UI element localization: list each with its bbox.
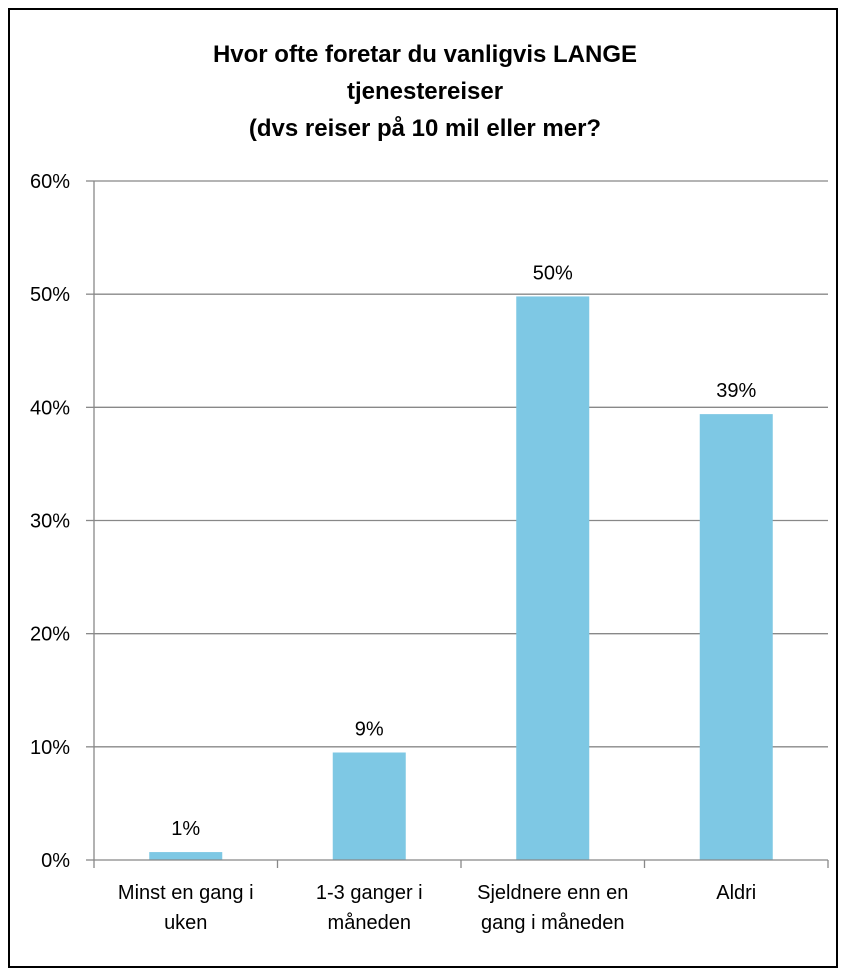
y-tick-label: 10% (30, 737, 70, 759)
chart-frame (8, 8, 838, 968)
data-label: 50% (533, 262, 573, 284)
y-tick-label: 40% (30, 397, 70, 419)
bar (332, 752, 406, 860)
bar (699, 414, 773, 860)
data-label: 39% (716, 380, 756, 402)
x-category-label: Aldri (716, 882, 756, 904)
bars (149, 296, 773, 860)
x-category-label: Minst en gang i (118, 882, 254, 904)
chart-title: Hvor ofte foretar du vanligvis LANGE tjen… (213, 41, 637, 142)
y-tick-label: 20% (30, 624, 70, 646)
bar (516, 296, 590, 860)
y-axis-ticks: 0% 10% 20% 30% 40% 50% 60% (30, 171, 70, 872)
x-category-label: måneden (328, 912, 411, 934)
x-axis-categories: Minst en gang i uken 1-3 ganger i måneden Sj… (118, 882, 756, 934)
bar (149, 852, 223, 860)
chart-title-line: tjenestereiser (347, 78, 503, 105)
y-tick-label: 0% (41, 850, 70, 872)
y-tick-label: 50% (30, 284, 70, 306)
x-category-label: 1-3 ganger i (316, 882, 423, 904)
y-tick-label: 60% (30, 171, 70, 193)
chart-title-line: Hvor ofte foretar du vanligvis LANGE (213, 41, 637, 68)
x-category-label: uken (164, 912, 207, 934)
x-category-label: Sjeldnere enn en (477, 882, 628, 904)
data-label: 9% (355, 718, 384, 740)
data-labels: 1% 9% 50% 39% (171, 262, 756, 840)
x-axis (93, 859, 829, 868)
y-tick-label: 30% (30, 511, 70, 533)
x-category-label: gang i måneden (481, 912, 624, 934)
chart-title-line: (dvs reiser på 10 mil eller mer? (249, 115, 601, 142)
data-label: 1% (171, 818, 200, 840)
